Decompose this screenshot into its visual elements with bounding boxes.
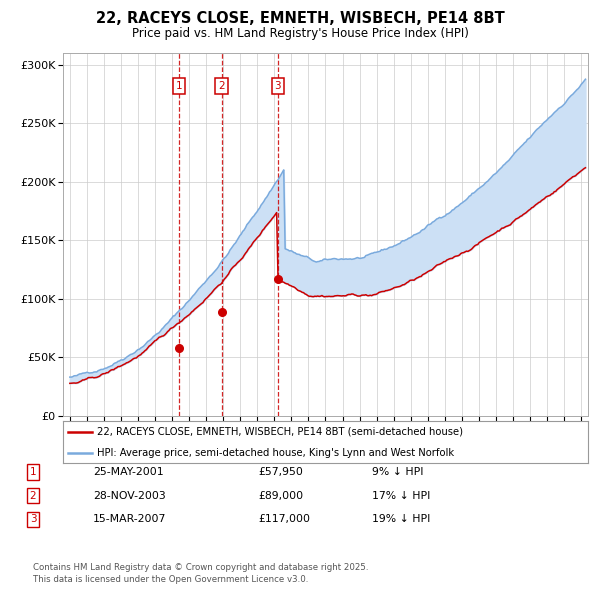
Text: 2: 2 [29, 491, 37, 500]
Text: £89,000: £89,000 [258, 491, 303, 500]
Text: 17% ↓ HPI: 17% ↓ HPI [372, 491, 430, 500]
Text: £57,950: £57,950 [258, 467, 303, 477]
Text: Price paid vs. HM Land Registry's House Price Index (HPI): Price paid vs. HM Land Registry's House … [131, 27, 469, 40]
Text: 28-NOV-2003: 28-NOV-2003 [93, 491, 166, 500]
Text: 15-MAR-2007: 15-MAR-2007 [93, 514, 166, 524]
Text: 19% ↓ HPI: 19% ↓ HPI [372, 514, 430, 524]
Text: 1: 1 [176, 81, 182, 91]
Text: 3: 3 [274, 81, 281, 91]
Text: 22, RACEYS CLOSE, EMNETH, WISBECH, PE14 8BT: 22, RACEYS CLOSE, EMNETH, WISBECH, PE14 … [95, 11, 505, 25]
Text: £117,000: £117,000 [258, 514, 310, 524]
Text: 9% ↓ HPI: 9% ↓ HPI [372, 467, 424, 477]
Text: 1: 1 [29, 467, 37, 477]
Text: HPI: Average price, semi-detached house, King's Lynn and West Norfolk: HPI: Average price, semi-detached house,… [97, 448, 454, 458]
Text: 3: 3 [29, 514, 37, 524]
Text: 2: 2 [218, 81, 225, 91]
Text: 22, RACEYS CLOSE, EMNETH, WISBECH, PE14 8BT (semi-detached house): 22, RACEYS CLOSE, EMNETH, WISBECH, PE14 … [97, 427, 463, 437]
Text: 25-MAY-2001: 25-MAY-2001 [93, 467, 164, 477]
Text: Contains HM Land Registry data © Crown copyright and database right 2025.
This d: Contains HM Land Registry data © Crown c… [33, 563, 368, 584]
